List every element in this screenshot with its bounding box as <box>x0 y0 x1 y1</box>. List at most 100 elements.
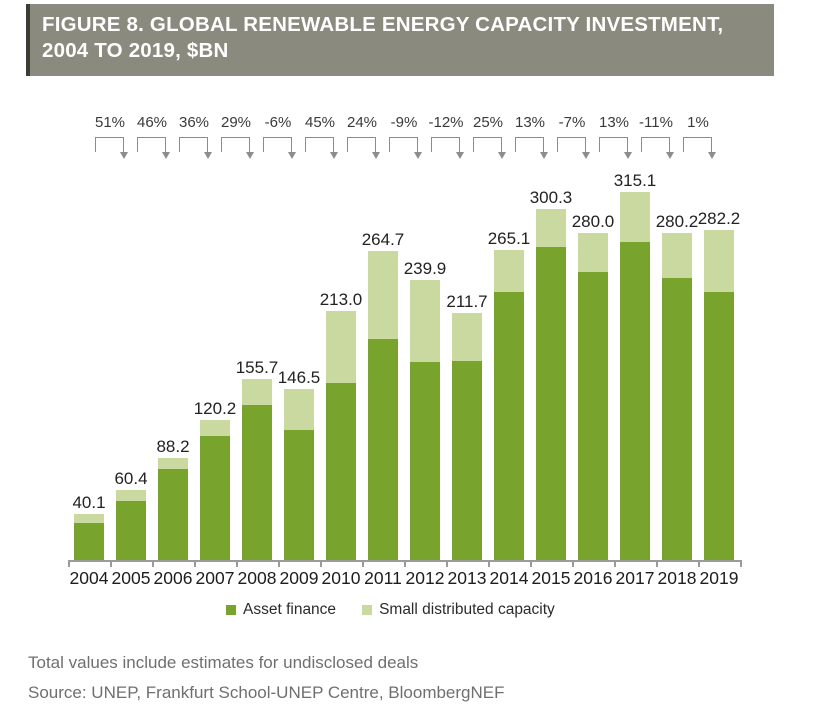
bar-small-distributed-2013 <box>452 312 482 362</box>
bar-small-distributed-2010 <box>326 311 356 384</box>
bar-small-distributed-2014 <box>494 250 524 292</box>
growth-bracket-11 <box>557 137 590 159</box>
growth-bracket-2 <box>179 137 212 159</box>
growth-label-1: 46% <box>136 114 168 131</box>
bar-small-distributed-2017 <box>620 191 650 242</box>
growth-label-0: 51% <box>94 114 126 131</box>
growth-bracket-3 <box>221 137 254 159</box>
bar-total-2014: 265.1 <box>487 229 531 249</box>
growth-bracket-13 <box>641 137 674 159</box>
bar-total-2017: 315.1 <box>613 170 657 190</box>
year-label-2015: 2015 <box>531 568 571 588</box>
legend-item-small-distributed: Small distributed capacity <box>362 601 555 619</box>
bar-small-distributed-2005 <box>116 490 146 502</box>
bar-asset-finance-2006 <box>158 469 188 561</box>
bar-asset-finance-2007 <box>200 435 230 561</box>
growth-label-12: 13% <box>598 114 630 131</box>
growth-label-4: -6% <box>264 114 292 131</box>
legend-label-small-distributed: Small distributed capacity <box>379 601 555 618</box>
source-text: Source: UNEP, Frankfurt School-UNEP Cent… <box>28 683 505 702</box>
year-label-2012: 2012 <box>405 568 445 588</box>
axis-tick-14 <box>656 560 658 567</box>
year-label-2005: 2005 <box>111 568 151 588</box>
axis-tick-1 <box>110 560 112 567</box>
bar-total-2016: 280.0 <box>571 211 615 231</box>
growth-bracket-10 <box>515 137 548 159</box>
bar-small-distributed-2015 <box>536 209 566 248</box>
bar-total-2013: 211.7 <box>446 291 488 311</box>
bar-total-2007: 120.2 <box>193 399 237 419</box>
growth-label-9: 25% <box>472 114 504 131</box>
bar-total-2011: 264.7 <box>361 229 405 249</box>
growth-label-13: -11% <box>639 114 673 131</box>
year-label-2018: 2018 <box>657 568 697 588</box>
bar-small-distributed-2008 <box>242 378 272 405</box>
bar-small-distributed-2011 <box>368 250 398 340</box>
year-label-2007: 2007 <box>195 568 235 588</box>
bar-asset-finance-2009 <box>284 430 314 561</box>
legend-swatch-small-distributed <box>362 605 373 615</box>
year-label-2008: 2008 <box>237 568 277 588</box>
bar-asset-finance-2018 <box>662 277 692 561</box>
axis-tick-6 <box>320 560 322 567</box>
bar-small-distributed-2019 <box>704 230 734 292</box>
axis-tick-9 <box>446 560 448 567</box>
bar-total-2009: 146.5 <box>277 368 321 388</box>
bar-asset-finance-2017 <box>620 241 650 561</box>
footnote-text: Total values include estimates for undis… <box>28 653 419 672</box>
bar-total-2010: 213.0 <box>319 290 363 310</box>
figure-title-bar: FIGURE 8. GLOBAL RENEWABLE ENERGY CAPACI… <box>26 4 774 76</box>
growth-bracket-6 <box>347 137 380 159</box>
growth-bracket-1 <box>137 137 170 159</box>
growth-bracket-9 <box>473 137 506 159</box>
bar-small-distributed-2009 <box>284 389 314 431</box>
axis-tick-2 <box>152 560 154 567</box>
year-label-2014: 2014 <box>489 568 529 588</box>
bar-asset-finance-2019 <box>704 291 734 561</box>
growth-label-11: -7% <box>558 114 586 131</box>
year-label-2006: 2006 <box>153 568 193 588</box>
legend-item-asset-finance: Asset finance <box>226 601 336 619</box>
legend-label-asset-finance: Asset finance <box>243 601 337 618</box>
axis-tick-16 <box>740 560 742 567</box>
year-label-2013: 2013 <box>447 568 487 588</box>
growth-bracket-8 <box>431 137 464 159</box>
growth-label-8: -12% <box>428 114 464 131</box>
bar-total-2019: 282.2 <box>697 209 741 229</box>
bar-asset-finance-2016 <box>578 271 608 561</box>
axis-tick-12 <box>572 560 574 567</box>
growth-bracket-12 <box>599 137 632 159</box>
legend-swatch-asset-finance <box>226 605 236 615</box>
x-axis-line <box>68 560 742 562</box>
bar-total-2015: 300.3 <box>529 188 573 208</box>
bar-total-2012: 239.9 <box>403 258 447 278</box>
growth-label-5: 45% <box>304 114 336 131</box>
year-label-2010: 2010 <box>321 568 361 588</box>
growth-label-2: 36% <box>178 114 210 131</box>
year-label-2004: 2004 <box>69 568 109 588</box>
growth-label-10: 13% <box>514 114 546 131</box>
bar-small-distributed-2012 <box>410 279 440 362</box>
growth-bracket-5 <box>305 137 338 159</box>
bar-total-2005: 60.4 <box>114 469 148 489</box>
bar-small-distributed-2007 <box>200 420 230 436</box>
growth-bracket-7 <box>389 137 422 159</box>
axis-tick-8 <box>404 560 406 567</box>
axis-tick-7 <box>362 560 364 567</box>
bar-total-2018: 280.2 <box>655 211 699 231</box>
growth-label-7: -9% <box>390 114 418 131</box>
bar-asset-finance-2004 <box>74 523 104 561</box>
growth-bracket-0 <box>95 137 128 159</box>
axis-tick-5 <box>278 560 280 567</box>
bar-asset-finance-2012 <box>410 361 440 561</box>
chart-legend: Asset finance Small distributed capacity <box>226 601 555 619</box>
year-label-2019: 2019 <box>699 568 739 588</box>
bar-small-distributed-2018 <box>662 232 692 278</box>
axis-tick-15 <box>698 560 700 567</box>
bar-asset-finance-2013 <box>452 361 482 561</box>
bar-small-distributed-2006 <box>158 457 188 470</box>
bar-asset-finance-2011 <box>368 339 398 561</box>
bar-asset-finance-2010 <box>326 383 356 561</box>
axis-tick-13 <box>614 560 616 567</box>
